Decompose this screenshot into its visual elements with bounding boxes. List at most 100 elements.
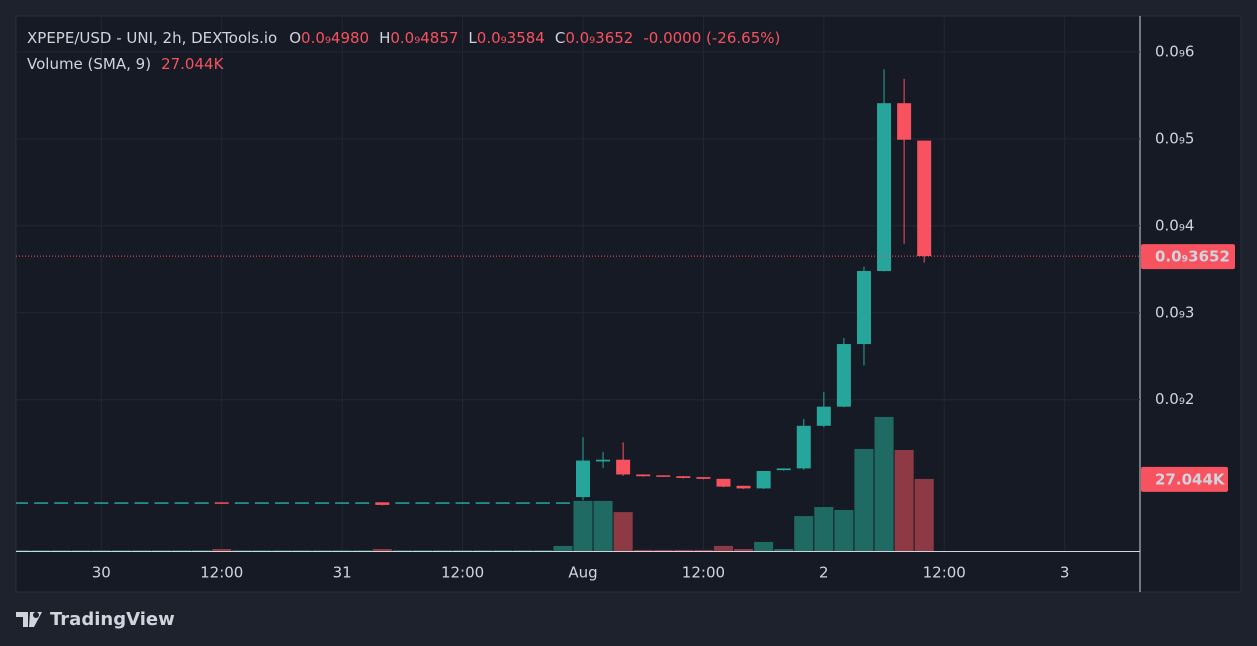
y-tick-label: 0.0₉6	[1155, 42, 1194, 60]
candle-body	[254, 502, 269, 504]
volume-bar	[914, 478, 934, 551]
volume-bar	[332, 550, 352, 551]
plot	[16, 69, 1140, 551]
candle-body	[776, 468, 791, 471]
candle-body	[355, 502, 370, 504]
volume-bar	[212, 549, 232, 551]
volume-bar	[31, 550, 51, 551]
volume-bar	[854, 448, 874, 551]
y-tick-label: 0.0₉3	[1155, 303, 1194, 321]
volume-bar	[312, 550, 332, 551]
volume-bar	[794, 516, 814, 551]
candle-body	[856, 271, 871, 345]
volume-bar	[734, 549, 754, 551]
candle-body	[535, 502, 550, 504]
candle-body	[515, 502, 530, 504]
volume-bar	[473, 550, 493, 551]
candle-body	[676, 476, 691, 478]
candle-body	[375, 502, 390, 505]
volume-bar	[834, 509, 854, 551]
candle-body	[395, 502, 410, 504]
chart-frame	[15, 15, 1242, 593]
volume-label-box	[1141, 466, 1228, 492]
volume-bar	[51, 550, 71, 551]
volume-bar	[131, 550, 151, 551]
candle-body	[656, 475, 671, 477]
volume-bar	[513, 550, 533, 551]
change: -0.0000 (-26.65%)	[643, 29, 780, 47]
candle-body	[16, 502, 29, 504]
candle-body	[736, 485, 751, 489]
candle-body	[816, 406, 831, 426]
candle-body	[636, 474, 651, 477]
volume-bar	[352, 550, 372, 551]
volume-bar	[432, 550, 453, 551]
candle-body	[34, 502, 49, 504]
volume-bar	[673, 549, 693, 551]
price-label: 0.0₉3652	[1155, 248, 1230, 266]
volume-bar	[814, 507, 834, 551]
grid	[16, 16, 1140, 551]
volume-bar	[392, 550, 412, 551]
volume-bar	[252, 550, 272, 551]
volume-bar	[16, 550, 31, 551]
x-tick-label: 2	[819, 564, 829, 582]
volume-legend: Volume (SMA, 9) 27.044K	[27, 55, 225, 73]
x-tick-label: 30	[92, 564, 111, 582]
volume-bar	[111, 550, 131, 551]
volume-bar	[91, 550, 111, 551]
candle-body	[435, 502, 450, 504]
logo-mark	[16, 612, 42, 627]
candle-body	[315, 502, 330, 504]
price-label-box	[1141, 244, 1235, 270]
candle-body	[796, 425, 811, 469]
candle-body	[295, 502, 310, 504]
candle-body	[234, 502, 249, 504]
volume-bar	[232, 550, 252, 551]
ohlc-key: H	[379, 29, 390, 47]
volume-bar	[71, 550, 91, 551]
x-tick-label: 3	[1060, 564, 1070, 582]
volume-bar	[754, 541, 774, 551]
volume-label: 27.044K	[1155, 470, 1226, 488]
x-tick-label: 31	[333, 564, 352, 582]
ohlc-value: 0.0₉4857	[390, 29, 458, 47]
candle-body	[716, 478, 731, 487]
volume-bar	[593, 500, 613, 551]
candle-body	[897, 103, 912, 140]
volume-bar	[533, 550, 553, 551]
candle-body	[836, 344, 851, 407]
brand-name: TradingView	[50, 609, 175, 630]
y-tick-label: 0.0₉2	[1155, 390, 1194, 408]
ohlc-value: 0.0₉4980	[301, 29, 369, 47]
volume-bar	[372, 549, 392, 551]
volume-title: Volume (SMA, 9)	[27, 55, 151, 73]
candle-body	[415, 502, 430, 504]
candle-body	[54, 502, 69, 504]
candle-body	[94, 502, 109, 504]
volume-bar	[653, 549, 673, 551]
candle-body	[756, 471, 771, 489]
x-tick-label: 12:00	[200, 564, 243, 582]
candle-body	[134, 502, 149, 504]
y-tick-label: 0.0₉5	[1155, 129, 1194, 147]
title: XPEPE/USD - UNI, 2h, DEXTools.io	[27, 29, 277, 47]
volume-bar	[192, 550, 212, 551]
volume-bar	[412, 550, 432, 551]
candle-body	[616, 459, 631, 475]
x-tick-label: 12:00	[682, 564, 725, 582]
volume-bar	[453, 550, 473, 551]
candle-body	[74, 502, 89, 504]
volume-bar	[172, 550, 192, 551]
volume-bar	[272, 550, 292, 551]
candle-body	[495, 502, 510, 504]
volume-bar	[151, 550, 172, 551]
volume-bar	[693, 549, 713, 551]
volume-bar	[613, 512, 633, 551]
volume-bar	[713, 545, 734, 551]
candle-body	[575, 460, 590, 498]
candle-body	[917, 140, 932, 257]
ohlc-value: 0.0₉3652	[565, 29, 633, 47]
